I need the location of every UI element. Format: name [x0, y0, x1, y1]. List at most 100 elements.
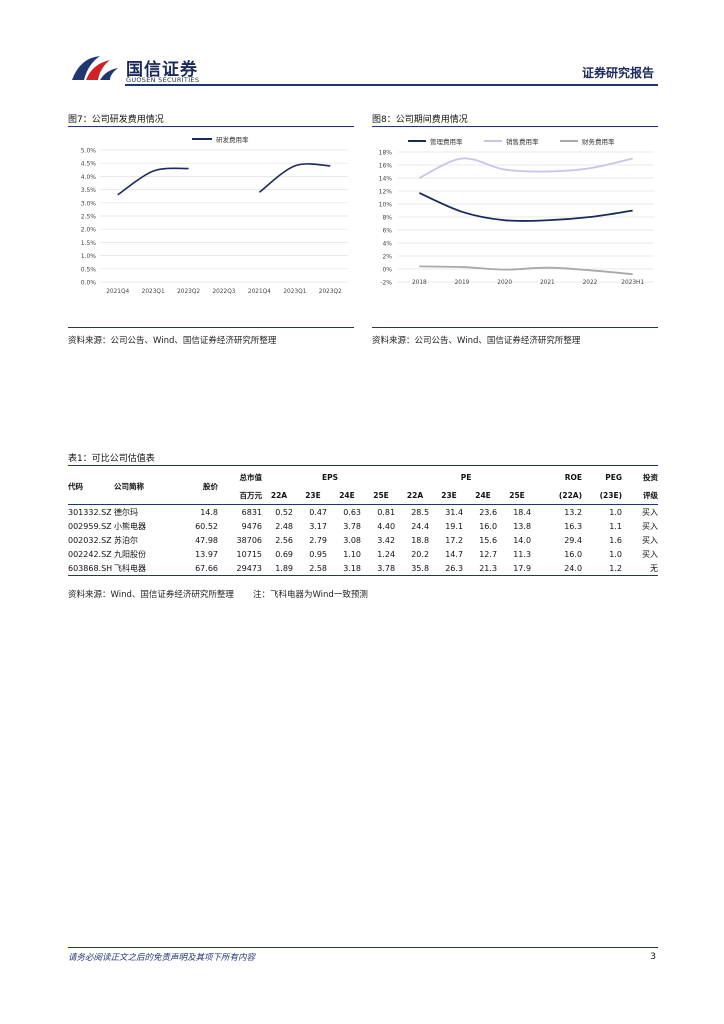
header: 国信证券 GUOSEN SECURITIES 证券研究报告 [68, 52, 658, 92]
pe-cell: 26.3 [445, 563, 464, 573]
col-eps-25e: 25E [373, 490, 389, 500]
legend-label: 管理费用率 [430, 137, 463, 146]
y-tick-label: 14% [379, 176, 393, 183]
y-tick-label: 0% [382, 267, 392, 274]
col-roe-year: (22A) [558, 490, 583, 500]
eps-cell: 1.24 [377, 549, 396, 559]
y-tick-label: 4% [382, 241, 392, 248]
eps-cell: 3.17 [309, 521, 327, 531]
series-line [418, 192, 633, 222]
eps-cell: 0.63 [343, 507, 361, 517]
pe-cell: 14.7 [445, 549, 464, 559]
fig7-title-rule [68, 126, 354, 128]
table-row: 002959.SZ 小熊电器 60.52 9476 2.48 3.17 3.78 4.40 24… [68, 519, 658, 533]
y-tick-label: -2% [380, 280, 392, 287]
col-name: 公司简称 [114, 481, 144, 491]
rating-cell: 买入 [642, 535, 659, 545]
eps-cell: 0.69 [275, 549, 293, 559]
fig8-bottom-rule [372, 327, 658, 329]
market-cap-cell: 29473 [236, 563, 262, 573]
y-tick-label: 18% [379, 150, 393, 157]
x-tick-label: 2021Q4 [106, 289, 129, 295]
fig7-source: 资料来源：公司公告、Wind、国信证券经济研究所整理 [68, 336, 277, 346]
series-line [418, 157, 633, 179]
pe-cell: 12.7 [479, 549, 498, 559]
price-cell: 60.52 [195, 521, 218, 531]
eps-cell: 0.95 [309, 549, 327, 559]
table1-title: 表1：可比公司估值表 [68, 454, 155, 464]
eps-cell: 2.58 [309, 563, 327, 573]
x-tick-label: 2023Q2 [177, 289, 200, 295]
logo-name-cn: 国信证券 [126, 60, 198, 80]
pe-cell: 28.5 [411, 507, 430, 517]
table-row: 002032.SZ 苏泊尔 47.98 38706 2.56 2.79 3.08 3.42 18… [68, 533, 658, 547]
pe-cell: 23.6 [479, 507, 498, 517]
col-roe: ROE [564, 472, 583, 482]
peg-cell: 1.1 [609, 521, 623, 531]
pe-cell: 24.4 [411, 521, 430, 531]
fig8-title-rule [372, 126, 658, 128]
eps-cell: 3.08 [343, 535, 361, 545]
chart-rd-expense: 研发费用率 5.0% 4.5% 4.0% 3.5% 3.0% 2.5% 2.0% 1.5% 1.0… [81, 135, 348, 295]
col-code: 代码 [68, 481, 83, 491]
table-header-row-1: 代码 公司简称 股价 总市值 EPS PE ROE PEG 投资 [68, 468, 659, 491]
col-mcap: 总市值 [239, 472, 263, 482]
col-peg-year: (23E) [599, 490, 623, 500]
pe-cell: 18.4 [513, 507, 532, 517]
x-tick-label: 2023Q1 [142, 289, 165, 295]
rating-cell: 无 [650, 563, 659, 573]
roe-cell: 24.0 [564, 563, 583, 573]
legend-label: 财务费用率 [582, 137, 615, 146]
company-name: 九阳股份 [114, 549, 146, 559]
series-line [419, 265, 633, 276]
y-tick-label: 4.0% [81, 174, 97, 181]
market-cap-cell: 10715 [236, 549, 262, 559]
valuation-table-body: 301332.SZ 德尔玛 14.8 6831 0.52 0.47 0.63 0.81 28.5… [68, 505, 659, 576]
eps-cell: 0.47 [309, 507, 327, 517]
col-pe-24e: 24E [475, 490, 491, 500]
pe-cell: 16.0 [479, 521, 498, 531]
company-name: 小熊电器 [114, 521, 146, 531]
y-tick-label: 8% [382, 215, 392, 222]
stock-code: 002242.SZ [68, 549, 112, 559]
stock-code: 301332.SZ [68, 507, 112, 517]
stock-code: 002959.SZ [68, 521, 112, 531]
legend-label-rd: 研发费用率 [216, 135, 249, 144]
series-line-rd-expense-rate [117, 167, 189, 196]
footer-disclaimer: 请务必阅读正文之后的免责声明及其项下所有内容 [68, 953, 256, 963]
roe-cell: 16.0 [564, 549, 583, 559]
x-tick-label: 2023Q2 [319, 289, 342, 295]
pe-cell: 17.2 [445, 535, 464, 545]
pe-cell: 35.8 [411, 563, 430, 573]
x-tick-label: 2023H1 [621, 280, 644, 286]
pe-cell: 11.3 [513, 549, 532, 559]
y-tick-label: 1.0% [81, 253, 97, 260]
eps-cell: 3.42 [377, 535, 396, 545]
col-eps: EPS [322, 472, 339, 482]
price-cell: 67.66 [195, 563, 218, 573]
fig8-title: 图8：公司期间费用情况 [372, 115, 468, 125]
roe-cell: 13.2 [564, 507, 583, 517]
stock-code: 603868.SH [68, 563, 113, 573]
market-cap-cell: 9476 [241, 521, 262, 531]
eps-cell: 0.52 [275, 507, 293, 517]
pe-cell: 14.0 [513, 535, 532, 545]
fig8-source: 资料来源：公司公告、Wind、国信证券经济研究所整理 [372, 336, 581, 346]
company-name: 飞科电器 [114, 563, 146, 573]
x-tick-label: 2018 [412, 280, 427, 286]
peg-cell: 1.6 [609, 535, 623, 545]
fig7-title: 图7：公司研发费用情况 [68, 115, 164, 125]
col-pe-25e: 25E [509, 490, 525, 500]
y-tick-label: 4.5% [81, 161, 97, 168]
eps-cell: 2.56 [275, 535, 293, 545]
valuation-table: 代码 公司简称 股价 总市值 EPS PE ROE PEG 投资 百万元 22A… [68, 468, 659, 576]
pe-cell: 20.2 [411, 549, 430, 559]
eps-cell: 4.40 [377, 521, 396, 531]
legend-label: 销售费用率 [506, 137, 539, 146]
page-number: 3 [650, 952, 656, 962]
col-rating: 投资 [643, 472, 659, 482]
x-tick-label: 2020 [497, 280, 512, 286]
y-tick-label: 0.0% [81, 280, 97, 287]
market-cap-cell: 38706 [236, 535, 262, 545]
table-header-row-2: 百万元 22A 23E 24E 25E 22A 23E 24E 25E (22A… [68, 486, 659, 505]
